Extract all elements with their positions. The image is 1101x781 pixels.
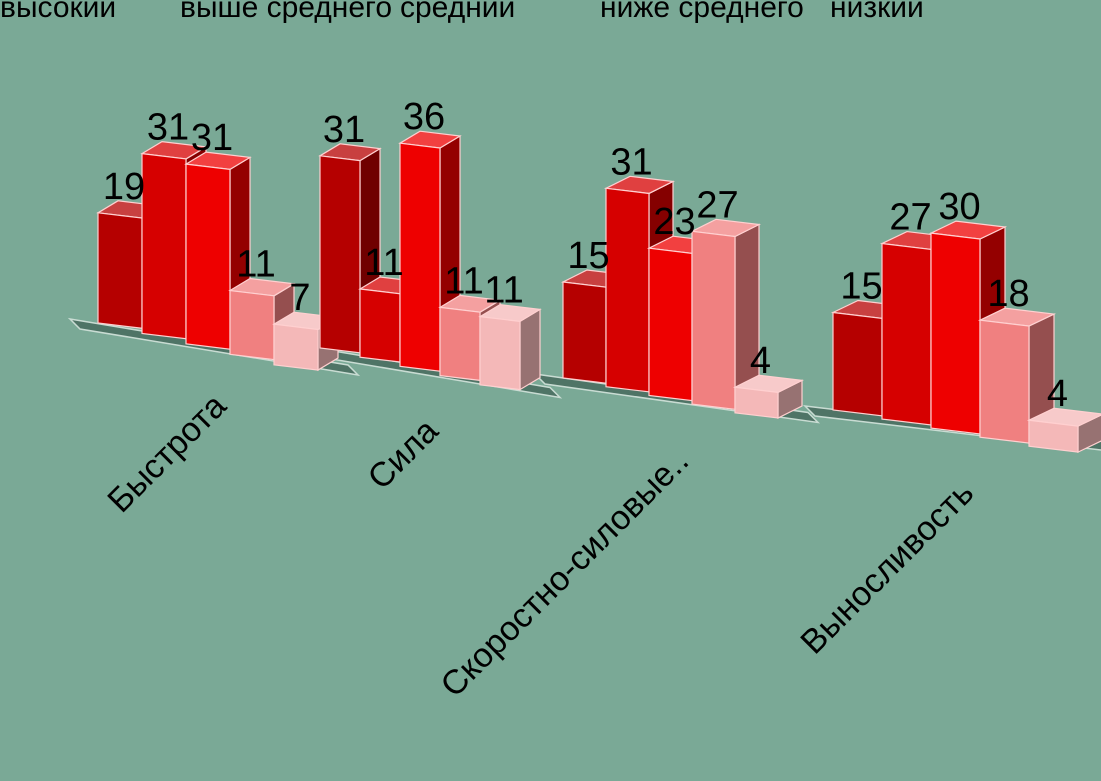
bar <box>689 218 762 411</box>
bar-front <box>691 230 736 410</box>
bar-front <box>399 142 441 372</box>
bar-front <box>97 212 143 329</box>
data-label: 31 <box>610 141 652 183</box>
data-label: 30 <box>938 186 980 228</box>
data-label: 7 <box>289 277 310 319</box>
data-label: 19 <box>103 166 145 208</box>
category-label: Скоростно-силовые.. <box>433 442 696 705</box>
data-label: 31 <box>323 109 365 151</box>
bar-front <box>1028 419 1079 453</box>
bar-front <box>734 386 779 419</box>
data-label: 11 <box>444 260 483 302</box>
bar-front <box>359 288 401 363</box>
bar <box>478 303 542 391</box>
legend: высокий выше среднего средний ниже среднего… <box>0 0 924 24</box>
bar-side <box>519 308 541 391</box>
bar-front <box>832 311 883 417</box>
data-label: 4 <box>1047 373 1068 415</box>
legend-item: низкий <box>830 0 924 24</box>
legend-item: ниже среднего <box>600 0 804 24</box>
legend-item: высокий <box>0 0 116 24</box>
category-label: Быстрота <box>100 387 233 520</box>
bar-front <box>930 232 981 435</box>
data-label: 31 <box>147 107 189 149</box>
bar-front <box>319 155 361 354</box>
bar-front <box>141 152 187 340</box>
category-label: Выносливость <box>793 474 981 662</box>
bar-front <box>479 315 521 391</box>
data-label: 11 <box>364 242 403 284</box>
data-label: 4 <box>750 340 771 382</box>
data-label: 23 <box>653 201 695 243</box>
bar <box>732 374 805 419</box>
data-label: 15 <box>840 266 882 308</box>
category-label: Сила <box>361 412 446 497</box>
bar-front <box>185 163 231 350</box>
bar-front <box>273 323 319 371</box>
bar-front <box>439 306 481 382</box>
data-label: 11 <box>236 244 275 286</box>
data-label: 36 <box>403 96 445 138</box>
legend-item: выше среднего <box>180 0 392 24</box>
data-label: 11 <box>484 270 523 312</box>
bar-front <box>229 289 275 361</box>
data-label: 15 <box>567 235 609 277</box>
bar-front <box>881 242 932 426</box>
data-label: 18 <box>987 273 1029 315</box>
data-label: 31 <box>191 117 233 159</box>
data-label: 27 <box>889 197 931 239</box>
bar <box>1026 407 1101 454</box>
data-label: 27 <box>696 184 738 226</box>
chart-bars <box>96 130 1101 454</box>
bar <box>228 277 296 361</box>
bar-front <box>605 187 650 393</box>
bar-front <box>979 319 1030 444</box>
bar-front <box>562 281 607 384</box>
bar-front <box>648 247 693 402</box>
legend-item: средний <box>400 0 515 24</box>
